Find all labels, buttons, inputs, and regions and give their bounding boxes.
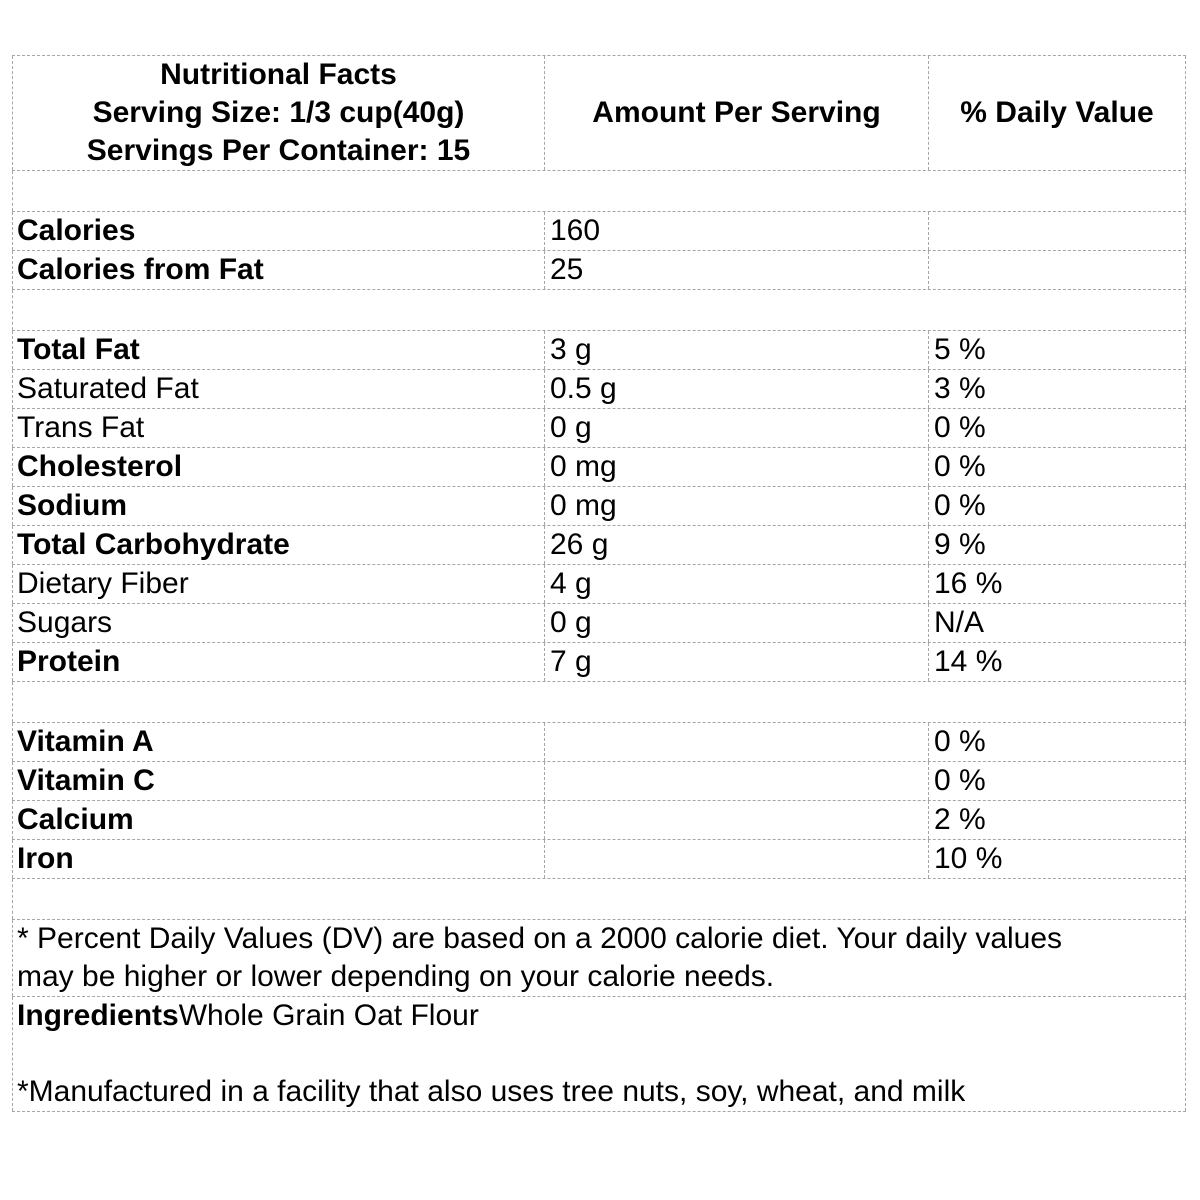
ingredients-row: IngredientsWhole Grain Oat Flour *Manufa… <box>12 997 1186 1112</box>
nutrient-dv-cell: 14 % <box>928 643 1186 681</box>
nutrition-facts-table: Nutritional Facts Serving Size: 1/3 cup(… <box>12 55 1186 1112</box>
nutrient-amount-cell: 0 g <box>544 409 928 447</box>
nutrient-dv-cell <box>928 212 1186 250</box>
table-row: Saturated Fat 0.5 g 3 % <box>12 370 1186 409</box>
table-row: Calories from Fat 25 <box>12 251 1186 290</box>
nutrient-dv-cell: 10 % <box>928 840 1186 878</box>
vitamins-section: Vitamin A 0 % Vitamin C 0 % Calcium 2 % … <box>12 722 1186 879</box>
calories-section: Calories 160 Calories from Fat 25 <box>12 211 1186 290</box>
nutrient-amount-cell <box>544 762 928 800</box>
nutrient-dv-cell: 0 % <box>928 723 1186 761</box>
nutrient-label-cell: Total Carbohydrate <box>12 526 544 564</box>
servings-per-container: Servings Per Container: 15 <box>86 134 471 167</box>
column-header-daily-value: % Daily Value <box>928 56 1186 170</box>
table-header-section: Nutritional Facts Serving Size: 1/3 cup(… <box>12 55 1186 171</box>
nutrient-amount-cell: 0 mg <box>544 448 928 486</box>
nutrient-amount-cell: 25 <box>544 251 928 289</box>
ingredients-line: IngredientsWhole Grain Oat Flour <box>17 997 1181 1035</box>
table-gap-row <box>12 879 1186 919</box>
nutrient-label-cell: Iron <box>12 840 544 878</box>
table-row: Iron 10 % <box>12 840 1186 879</box>
serving-size: Serving Size: 1/3 cup(40g) <box>92 96 465 129</box>
nutrient-dv-cell: 0 % <box>928 409 1186 447</box>
nutrient-amount-cell: 0 g <box>544 604 928 642</box>
footnote-row: * Percent Daily Values (DV) are based on… <box>12 920 1186 997</box>
nutrient-label-cell: Sodium <box>12 487 544 525</box>
nutrients-section: Total Fat 3 g 5 % Saturated Fat 0.5 g 3 … <box>12 330 1186 682</box>
nutrient-label-cell: Vitamin A <box>12 723 544 761</box>
table-gap-row <box>12 171 1186 211</box>
table-row: Sodium 0 mg 0 % <box>12 487 1186 526</box>
ingredients-value: Whole Grain Oat Flour <box>178 999 479 1032</box>
nutrient-amount-cell <box>544 840 928 878</box>
header-row: Nutritional Facts Serving Size: 1/3 cup(… <box>12 56 1186 171</box>
nutrient-label-cell: Cholesterol <box>12 448 544 486</box>
nutrient-label-cell: Calcium <box>12 801 544 839</box>
table-row: Sugars 0 g N/A <box>12 604 1186 643</box>
ingredients-cell: IngredientsWhole Grain Oat Flour *Manufa… <box>12 997 1186 1111</box>
table-row: Cholesterol 0 mg 0 % <box>12 448 1186 487</box>
header-info-cell: Nutritional Facts Serving Size: 1/3 cup(… <box>12 56 544 170</box>
table-row: Total Carbohydrate 26 g 9 % <box>12 526 1186 565</box>
column-header-amount: Amount Per Serving <box>544 56 928 170</box>
nutrient-label-cell: Trans Fat <box>12 409 544 447</box>
nutrient-dv-cell: N/A <box>928 604 1186 642</box>
nutrient-dv-cell: 0 % <box>928 448 1186 486</box>
table-row: Calories 160 <box>12 212 1186 251</box>
nutrient-dv-cell: 0 % <box>928 762 1186 800</box>
ingredients-label: Ingredients <box>17 999 179 1032</box>
blank-line <box>17 1035 1181 1073</box>
nutrient-label-cell: Protein <box>12 643 544 681</box>
nutrient-label-cell: Calories from Fat <box>12 251 544 289</box>
table-gap-row <box>12 290 1186 330</box>
footnote-section: * Percent Daily Values (DV) are based on… <box>12 919 1186 1112</box>
nutrient-amount-cell: 7 g <box>544 643 928 681</box>
daily-value-footnote: * Percent Daily Values (DV) are based on… <box>12 920 1186 996</box>
nutrient-amount-cell: 26 g <box>544 526 928 564</box>
nutrient-dv-cell: 0 % <box>928 487 1186 525</box>
nutrient-label-cell: Saturated Fat <box>12 370 544 408</box>
nutrient-label-cell: Dietary Fiber <box>12 565 544 603</box>
nutrient-dv-cell: 5 % <box>928 331 1186 369</box>
footnote-line-1: * Percent Daily Values (DV) are based on… <box>17 922 1063 955</box>
nutrient-amount-cell: 0.5 g <box>544 370 928 408</box>
nutrient-label-cell: Calories <box>12 212 544 250</box>
table-row: Trans Fat 0 g 0 % <box>12 409 1186 448</box>
table-row: Vitamin A 0 % <box>12 723 1186 762</box>
nutrient-amount-cell: 4 g <box>544 565 928 603</box>
nutrient-amount-cell <box>544 723 928 761</box>
table-gap-row <box>12 682 1186 722</box>
nutrient-amount-cell <box>544 801 928 839</box>
allergen-note: *Manufactured in a facility that also us… <box>17 1075 966 1108</box>
nutrient-label-cell: Sugars <box>12 604 544 642</box>
nutrient-label-cell: Vitamin C <box>12 762 544 800</box>
nutrient-dv-cell: 9 % <box>928 526 1186 564</box>
nutrient-label-cell: Total Fat <box>12 331 544 369</box>
nutrient-dv-cell: 3 % <box>928 370 1186 408</box>
nutrient-dv-cell: 2 % <box>928 801 1186 839</box>
nutrient-amount-cell: 0 mg <box>544 487 928 525</box>
table-row: Dietary Fiber 4 g 16 % <box>12 565 1186 604</box>
footnote-line-2: may be higher or lower depending on your… <box>17 960 775 993</box>
nutrient-dv-cell <box>928 251 1186 289</box>
table-row: Total Fat 3 g 5 % <box>12 331 1186 370</box>
nutrient-amount-cell: 160 <box>544 212 928 250</box>
nutrient-amount-cell: 3 g <box>544 331 928 369</box>
table-row: Vitamin C 0 % <box>12 762 1186 801</box>
table-title: Nutritional Facts <box>160 58 397 91</box>
table-row: Protein 7 g 14 % <box>12 643 1186 682</box>
table-row: Calcium 2 % <box>12 801 1186 840</box>
nutrient-dv-cell: 16 % <box>928 565 1186 603</box>
